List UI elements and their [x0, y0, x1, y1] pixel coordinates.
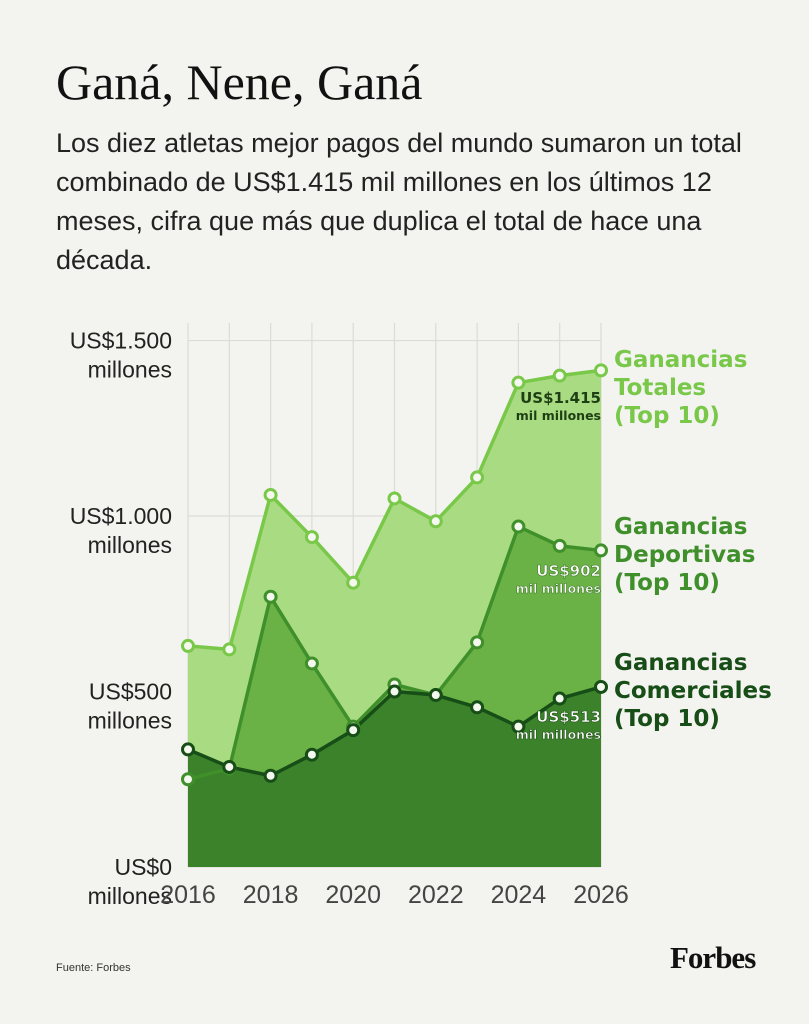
data-point [181, 772, 195, 787]
series-label: Ganancias Comerciales (Top 10) [614, 650, 772, 732]
data-point [263, 768, 278, 783]
x-tick-label: 2026 [573, 881, 629, 909]
data-point [304, 747, 319, 762]
data-point [511, 375, 526, 390]
y-tick-label: US$1.000 millones [70, 503, 172, 558]
data-point [552, 691, 567, 706]
data-point [470, 635, 485, 650]
x-tick-label: 2022 [408, 881, 464, 909]
data-point [263, 589, 278, 604]
x-tick-label: 2020 [325, 881, 381, 909]
area-comerciales [188, 686, 601, 867]
x-tick-label: 2016 [160, 881, 216, 909]
x-tick-label: 2018 [243, 881, 299, 909]
data-point [552, 368, 567, 383]
data-point [304, 530, 319, 545]
data-point [346, 723, 361, 738]
data-point [181, 742, 195, 757]
data-point [181, 638, 195, 653]
data-point [511, 519, 526, 534]
data-point [428, 514, 443, 529]
y-tick-label: US$0 millones [88, 854, 172, 909]
data-point [387, 684, 402, 699]
data-point [470, 470, 485, 485]
data-point [346, 575, 361, 590]
y-tick-label: US$1.500 millones [70, 328, 172, 383]
data-point [594, 543, 608, 558]
x-tick-label: 2024 [491, 881, 547, 909]
data-point [222, 759, 237, 774]
chart-title: Ganá, Nene, Ganá [56, 54, 423, 110]
series-label: Ganancias Totales (Top 10) [614, 347, 747, 429]
source-note: Fuente: Forbes [56, 962, 131, 974]
data-point [552, 538, 567, 553]
series-label: Ganancias Deportivas (Top 10) [614, 514, 755, 596]
data-point [511, 719, 526, 734]
data-point [594, 363, 608, 378]
forbes-logo: Forbes [670, 940, 756, 975]
end-value-label: US$513 mil millones [516, 708, 601, 742]
end-value-label: US$1.415 mil millones [516, 389, 601, 423]
data-point [470, 700, 485, 715]
data-point [594, 679, 608, 694]
data-point [387, 491, 402, 506]
data-point [263, 487, 278, 502]
chart-subtitle: Los diez atletas mejor pagos del mundo s… [56, 128, 742, 275]
data-point [428, 688, 443, 703]
end-value-label: US$902 mil millones [516, 562, 601, 596]
y-tick-label: US$500 millones [88, 679, 172, 734]
data-point [222, 642, 237, 657]
data-point [304, 656, 319, 671]
